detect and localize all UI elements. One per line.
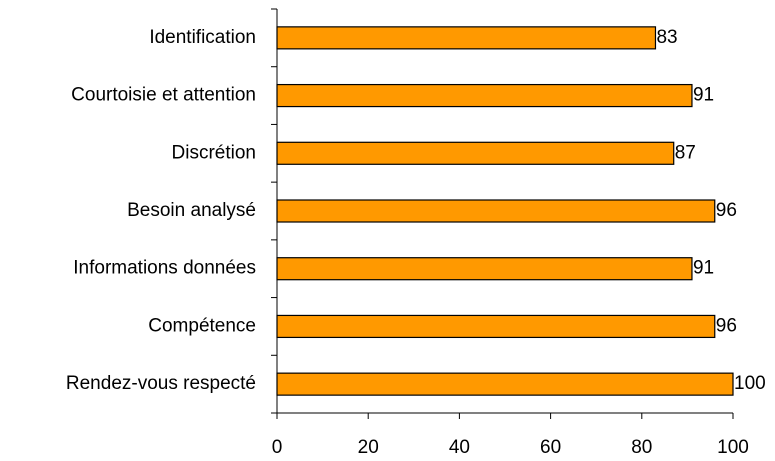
category-label: Courtoisie et attention — [71, 85, 256, 106]
value-label: 91 — [693, 85, 714, 106]
category-label: Compétence — [148, 315, 256, 336]
bar — [276, 314, 716, 339]
category-label: Informations données — [73, 258, 256, 279]
bars-group: Identification 83 Courtoisie et attention 9… — [66, 26, 766, 396]
value-label: 83 — [656, 27, 677, 48]
value-label: 87 — [675, 142, 696, 163]
bar — [276, 199, 716, 223]
value-label: 96 — [716, 315, 737, 336]
bar — [276, 83, 693, 108]
category-label: Discrétion — [172, 142, 256, 163]
x-tick-label: 0 — [272, 437, 283, 458]
x-tick-label: 60 — [540, 437, 561, 458]
value-label: 96 — [716, 200, 737, 221]
value-label: 91 — [693, 258, 714, 279]
bar — [276, 257, 693, 281]
x-tick-label: 100 — [717, 437, 749, 458]
category-label: Identification — [149, 27, 256, 48]
bar — [276, 26, 657, 50]
category-label: Besoin analysé — [127, 200, 256, 221]
value-label: 100 — [734, 373, 766, 394]
x-tick-label: 40 — [449, 437, 470, 458]
bar — [276, 372, 734, 396]
bar — [276, 141, 675, 165]
x-tick-label: 80 — [631, 437, 652, 458]
axes-group: 0 20 40 60 80 100 — [271, 8, 749, 458]
x-tick-label: 20 — [358, 437, 379, 458]
category-label: Rendez-vous respecté — [66, 373, 256, 394]
